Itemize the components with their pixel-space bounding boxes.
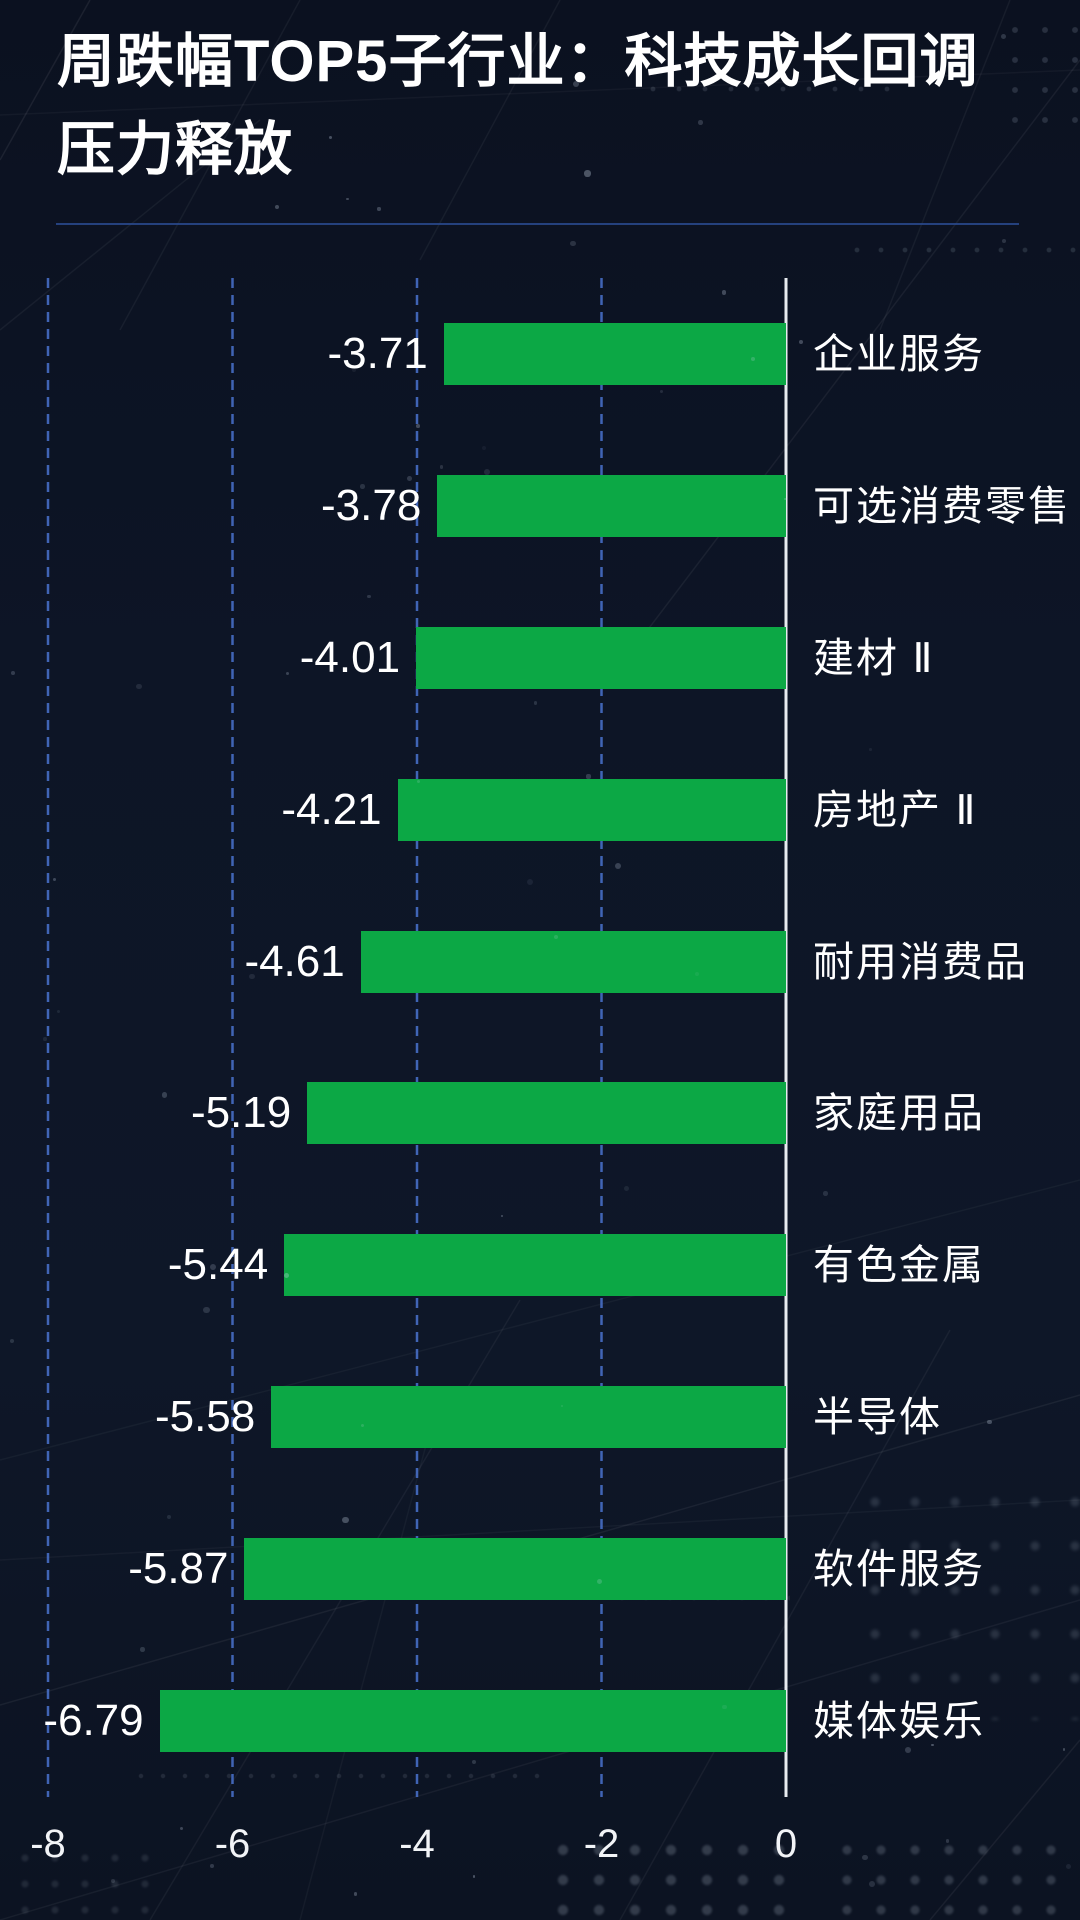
star-dot-decor [869,748,872,751]
star-dot-decor [483,468,490,475]
category-label: 建材 Ⅱ [813,635,935,681]
star-dot-decor [285,671,290,676]
star-dot-decor [569,240,576,247]
star-dot-decor [823,1191,828,1196]
star-dot-decor [136,684,142,690]
x-axis-tick-label: -2 [583,1822,620,1866]
star-dot-decor [862,1854,868,1861]
star-dot-decor [110,1878,116,1883]
star-dot-decor [275,204,280,209]
category-label: 家庭用品 [813,1090,985,1136]
dot-matrix-decor [855,1480,1080,1720]
star-dot-decor [345,197,349,201]
category-label: 可选消费零售 [813,483,1071,529]
star-dot-decor [10,1338,15,1343]
star-dot-decor [367,594,371,598]
star-dot-decor [210,1863,214,1868]
star-dot-decor [1063,1748,1066,1751]
star-dot-decor [56,1009,61,1014]
category-label: 有色金属 [813,1242,985,1288]
x-axis-tick-label: -8 [30,1822,66,1866]
star-dot-decor [527,878,534,885]
bar [159,1690,786,1752]
value-label: -3.71 [327,329,428,378]
star-dot-decor [615,863,622,870]
dot-matrix-decor [130,1768,550,1784]
category-label: 媒体娱乐 [813,1698,985,1744]
star-dot-decor [342,1516,349,1524]
bar [437,475,786,537]
star-dot-decor [471,1759,476,1764]
bar [271,1386,786,1448]
bar [360,931,786,993]
x-axis-tick-label: 0 [774,1822,798,1866]
title-divider [56,223,1019,225]
category-label: 耐用消费品 [813,939,1028,985]
dot-matrix-decor [845,240,1080,260]
star-dot-decor [353,1892,358,1896]
bar [397,779,786,841]
value-label: -5.19 [190,1088,292,1137]
star-dot-decor [140,1647,145,1652]
star-dot-decor [945,1839,950,1843]
value-label: -4.01 [299,633,401,682]
star-dot-decor [167,1514,172,1519]
star-dot-decor [179,1826,184,1831]
star-dot-decor [203,1306,210,1314]
dot-matrix-decor [830,1835,1080,1920]
value-label: -3.78 [321,481,422,530]
star-dot-decor [416,424,420,428]
category-label: 半导体 [813,1394,942,1440]
star-dot-decor [1001,239,1006,243]
bar [443,323,786,385]
value-label: -4.21 [281,785,382,834]
star-dot-decor [501,1215,504,1218]
x-axis-tick-label: -4 [399,1822,435,1866]
value-label: -4.61 [244,937,345,986]
star-dot-decor [377,207,381,211]
bar [307,1082,786,1144]
star-dot-decor [799,340,804,345]
star-dot-decor [161,1092,168,1098]
page-title-line1: 周跌幅TOP5子行业：科技成长回调 [57,29,979,94]
page-title: 周跌幅TOP5子行业：科技成长回调 压力释放 [57,18,1047,194]
bar [244,1538,786,1600]
star-dot-decor [586,774,591,779]
bar [284,1234,786,1296]
category-label: 软件服务 [813,1546,985,1592]
x-axis-tick-label: -6 [214,1822,251,1866]
star-dot-decor [659,390,664,394]
value-label: -5.58 [154,1392,256,1441]
star-dot-decor [624,1186,630,1192]
star-dot-decor [721,290,727,296]
value-label: -5.87 [128,1544,229,1593]
star-dot-decor [472,1875,476,1878]
star-dot-decor [10,670,15,675]
star-dot-decor [439,465,444,469]
star-dot-decor [986,1419,992,1425]
star-dot-decor [1066,1863,1072,1869]
category-label: 企业服务 [813,331,985,377]
category-label: 房地产 Ⅱ [813,787,978,833]
bar [416,627,786,689]
star-dot-decor [52,877,56,881]
star-dot-decor [533,701,538,705]
dot-matrix-decor [545,1835,785,1920]
star-dot-decor [869,1880,876,1887]
star-dot-decor [481,445,486,450]
value-label: -6.79 [43,1696,144,1745]
value-label: -5.44 [167,1240,269,1289]
star-dot-decor [43,1036,47,1041]
page-title-line2: 压力释放 [57,117,294,182]
